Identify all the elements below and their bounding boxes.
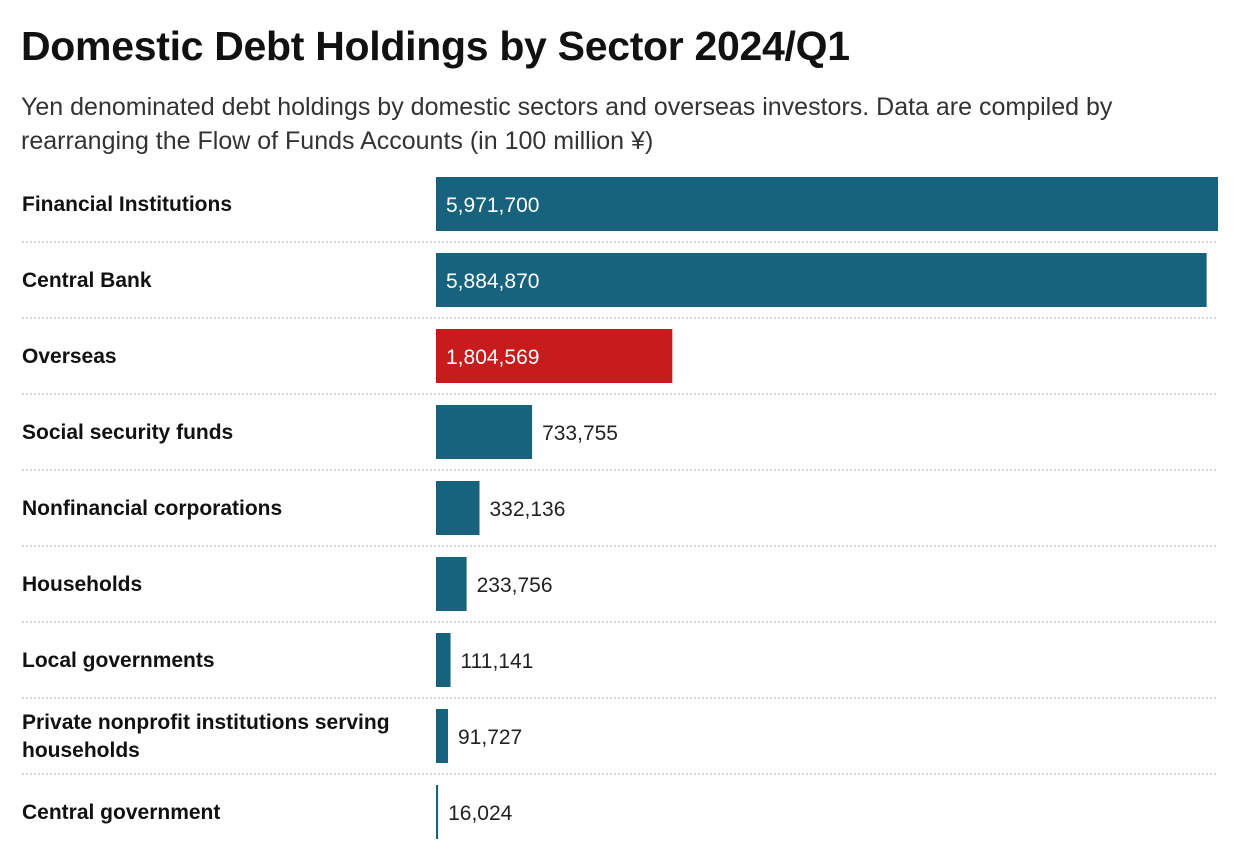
category-label: Nonfinancial corporations [22,497,282,520]
bar [436,785,439,839]
category-label: Overseas [22,345,117,368]
bar [436,253,1207,307]
bar [436,329,673,383]
bar [436,557,467,611]
category-label: Central government [22,801,220,824]
value-label: 111,141 [461,650,534,673]
chart-title: Domestic Debt Holdings by Sector 2024/Q1 [21,23,850,69]
value-label: 332,136 [489,498,565,521]
category-label: Financial Institutions [22,193,232,216]
value-label: 16,024 [448,802,513,825]
category-label: Private nonprofit institutions serving ho… [22,711,390,762]
value-label: 1,804,569 [446,346,539,369]
value-label: 733,755 [542,422,618,445]
category-label: Local governments [22,649,215,672]
bar [436,405,533,459]
bar [436,177,1218,231]
chart-subtitle: Yen denominated debt holdings by domesti… [21,93,1113,155]
category-label: Central Bank [22,269,152,292]
category-label: Social security funds [22,421,233,444]
value-label: 91,727 [458,726,522,749]
value-label: 5,971,700 [446,194,539,217]
bar [436,633,451,687]
value-label: 233,756 [477,574,553,597]
bar [436,709,449,763]
bar [436,481,480,535]
category-label: Households [22,573,142,596]
value-label: 5,884,870 [446,270,539,293]
